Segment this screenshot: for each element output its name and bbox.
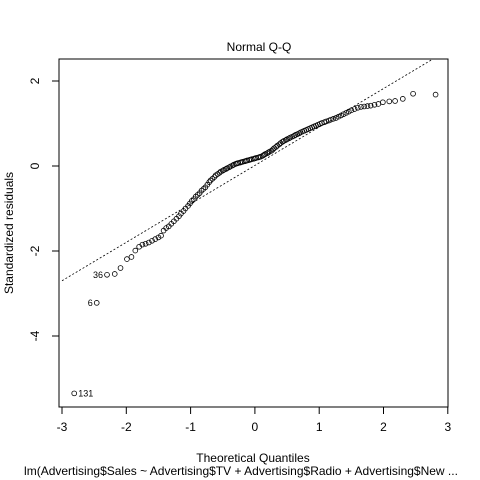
point-label: 36	[93, 270, 103, 280]
data-point	[361, 103, 368, 110]
x-tick-label: 0	[252, 420, 259, 434]
y-axis-label: Standardized residuals	[2, 172, 16, 294]
data-point	[282, 137, 289, 143]
data-point	[128, 254, 135, 260]
data-point	[149, 238, 155, 244]
data-point	[132, 247, 139, 254]
data-point	[111, 271, 118, 277]
data-point	[211, 174, 218, 180]
data-point	[351, 106, 358, 112]
x-tick-label: 2	[380, 420, 387, 434]
data-point	[386, 98, 393, 105]
x-axis: -3 -2 -1 0 1 2 3	[57, 406, 451, 434]
data-point	[333, 115, 339, 121]
data-point	[117, 265, 124, 271]
data-point	[358, 104, 364, 110]
data-point	[226, 164, 232, 171]
data-point	[279, 138, 286, 145]
data-point	[338, 112, 344, 119]
y-tick-label: -2	[28, 245, 42, 256]
data-point	[152, 236, 159, 242]
data-point	[265, 149, 272, 156]
data-point	[219, 167, 226, 174]
y-axis: -4 -2 0 2	[28, 77, 60, 341]
x-tick-label: -2	[121, 420, 132, 434]
data-point	[367, 102, 374, 109]
data-point	[340, 111, 347, 117]
reference-line-group	[61, 59, 432, 282]
data-point	[371, 102, 378, 108]
data-point	[348, 107, 355, 114]
data-point	[158, 232, 164, 239]
data-point	[139, 241, 146, 248]
data-point	[291, 133, 297, 139]
x-axis-label: Theoretical Quantiles	[196, 451, 309, 465]
data-point	[142, 240, 149, 247]
data-point	[286, 135, 292, 142]
model-caption: lm(Advertising$Sales ~ Advertising$TV + …	[24, 464, 458, 478]
x-tick-label: 1	[316, 420, 323, 434]
data-point	[261, 152, 267, 158]
y-tick-label: 2	[28, 77, 42, 84]
data-point	[71, 390, 78, 397]
x-tick-label: -3	[57, 420, 68, 434]
data-point	[104, 271, 110, 278]
data-point	[380, 99, 386, 106]
data-point	[410, 90, 416, 97]
data-point	[364, 103, 371, 109]
point-labels: 131 6 36	[78, 270, 103, 399]
data-point	[146, 239, 152, 246]
data-point	[432, 91, 439, 98]
point-label: 6	[88, 298, 93, 308]
data-point	[399, 96, 406, 102]
chart-title: Normal Q-Q	[227, 40, 292, 54]
y-tick-label: -4	[28, 330, 42, 341]
data-point	[343, 110, 350, 116]
x-tick-label: -1	[185, 420, 196, 434]
data-point	[354, 104, 361, 111]
data-point	[345, 108, 352, 115]
data-point	[93, 300, 100, 306]
data-point	[206, 179, 213, 185]
data-point	[124, 256, 130, 262]
data-point	[223, 166, 229, 172]
data-point	[330, 116, 337, 122]
reference-line	[61, 59, 432, 282]
data-point	[392, 98, 398, 104]
plot-frame	[58, 58, 449, 408]
y-tick-label: 0	[28, 162, 42, 169]
x-tick-label: 3	[444, 420, 451, 434]
data-point	[335, 113, 342, 120]
point-label: 131	[78, 388, 93, 398]
data-point	[327, 116, 334, 123]
data-point	[229, 162, 236, 169]
data-point	[296, 130, 303, 137]
data-points	[71, 90, 439, 397]
